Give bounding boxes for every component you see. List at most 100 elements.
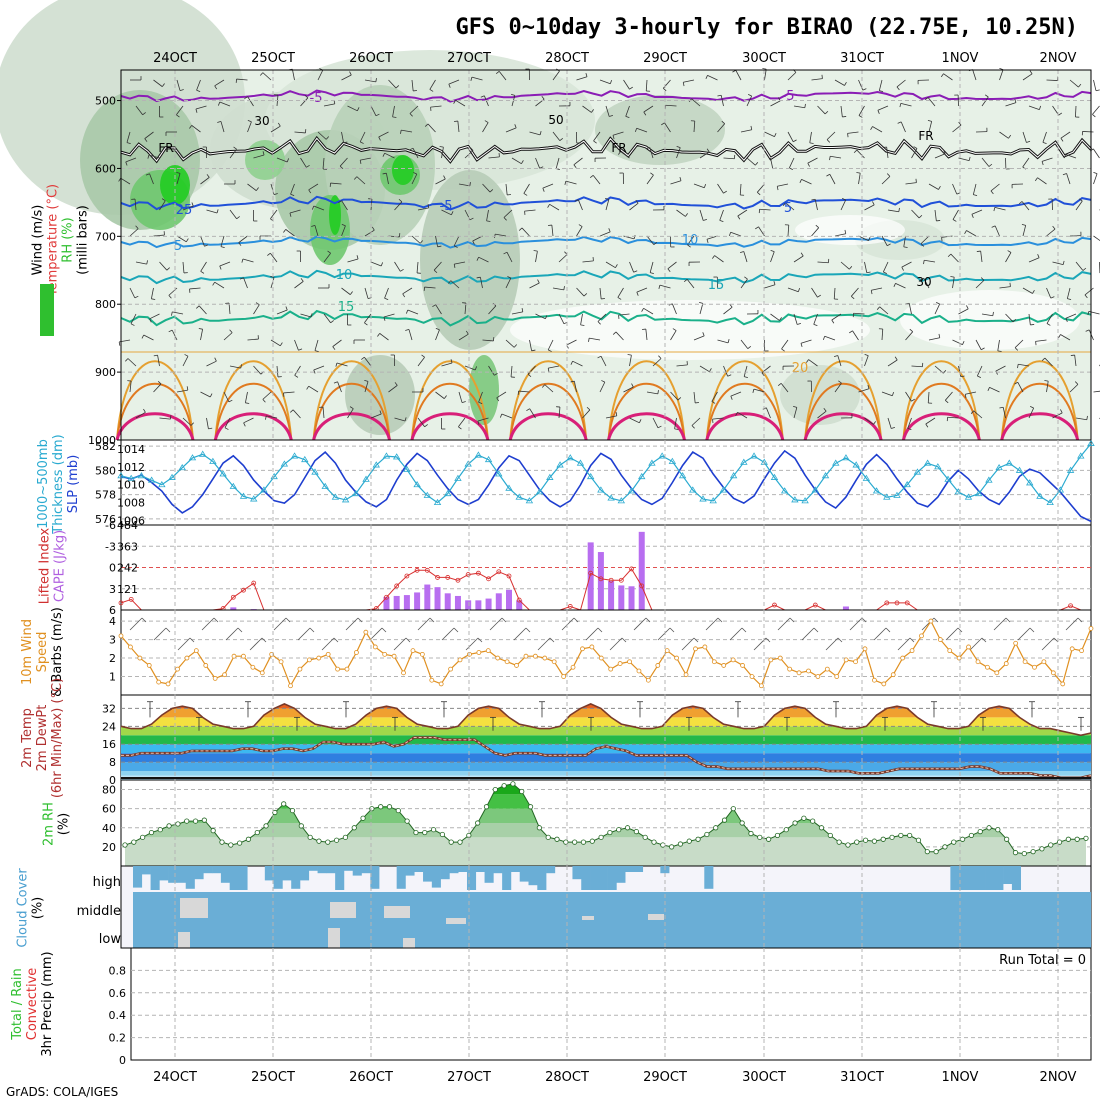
wind-barb xyxy=(176,389,188,393)
wind-barb-flag xyxy=(507,276,511,279)
wind-barb xyxy=(1041,157,1053,162)
wind10-marker xyxy=(966,644,971,650)
rh-marker xyxy=(748,830,754,837)
wind10-marker xyxy=(165,681,171,687)
wind-barb xyxy=(925,417,936,425)
bottom-date-label: 2NOV xyxy=(1040,1070,1077,1085)
cape-bar xyxy=(383,596,390,610)
wind-barb-flag xyxy=(781,348,785,352)
wind-barb xyxy=(1017,382,1024,393)
thickness-axis-label: SLP (mb) xyxy=(66,455,81,514)
wind-barb xyxy=(1021,201,1030,211)
wind-barb-flag xyxy=(618,151,621,155)
cloud-high-bar xyxy=(466,866,477,890)
wind-barb xyxy=(578,199,583,211)
wind-barb xyxy=(574,381,577,393)
wind-barb-flag xyxy=(676,145,681,149)
wind-barb-flag xyxy=(777,383,782,387)
wind-barb xyxy=(503,209,513,218)
wind-barb xyxy=(176,173,181,185)
rh-marker xyxy=(237,840,243,846)
cape-tick-label: 363 xyxy=(117,540,138,553)
cloud-high-bar xyxy=(625,866,635,872)
wind-barb xyxy=(901,261,912,268)
wind-barb xyxy=(994,225,1000,237)
wind-barb-flag xyxy=(1017,364,1019,369)
wind-barb xyxy=(662,79,671,89)
wind-barb xyxy=(1074,355,1077,367)
wind-barb xyxy=(928,121,933,133)
rh-marker xyxy=(836,839,842,845)
wind-barb xyxy=(813,313,818,325)
wind-barb xyxy=(511,157,522,165)
top-date-label: 24OCT xyxy=(153,51,197,66)
wind10-marker xyxy=(118,633,124,639)
wind-barb-flag xyxy=(371,226,375,231)
slp-marker xyxy=(821,472,830,479)
wind-barb-flag xyxy=(886,173,891,177)
temp-contour-label: 5 xyxy=(784,201,792,216)
wind-barb xyxy=(159,200,166,211)
rh-marker xyxy=(439,831,445,838)
wind10-barb xyxy=(849,617,863,631)
wind-barb-flag xyxy=(807,162,810,167)
wind10-marker xyxy=(871,677,877,683)
wind-barb-flag xyxy=(496,397,500,402)
rh-marker xyxy=(871,838,878,844)
cloud-gap xyxy=(328,928,340,948)
wind-barb xyxy=(1028,257,1040,263)
wind-barb xyxy=(341,287,351,295)
wind-barb-flag xyxy=(657,425,662,429)
wind-barb-flag xyxy=(703,184,707,188)
slp-marker xyxy=(985,476,993,483)
wind-barb-flag xyxy=(1063,154,1066,159)
wind-barb xyxy=(911,148,918,159)
wind-barb-flag xyxy=(439,146,444,148)
wind10-marker xyxy=(438,681,444,687)
wind-barb xyxy=(720,95,724,107)
wind-barb xyxy=(924,259,936,263)
wind-barb-flag xyxy=(1060,409,1063,414)
slp-marker xyxy=(505,484,513,491)
wind-barb xyxy=(1065,154,1077,159)
wind-barb-flag xyxy=(241,258,244,263)
wind-barb-flag xyxy=(484,120,489,123)
rh-marker xyxy=(448,839,454,845)
wind-barb xyxy=(523,183,530,194)
wind10-barb-flag xyxy=(1053,637,1059,643)
cape-bar xyxy=(393,595,400,610)
wind-barb xyxy=(200,329,203,341)
temp-contour-label: -5 xyxy=(782,89,795,104)
wind-barb-flag xyxy=(589,175,594,179)
wind-barb xyxy=(558,254,568,263)
wind10-barb-flag xyxy=(525,627,531,633)
li-marker xyxy=(475,570,481,576)
slp-marker xyxy=(495,470,503,477)
wind-barb xyxy=(858,235,869,242)
cloud-high-bar xyxy=(133,866,143,888)
temp-line xyxy=(120,703,1092,737)
rh-marker xyxy=(1039,846,1045,852)
wind-barb-flag xyxy=(977,375,982,378)
wind-barb-flag xyxy=(721,120,725,125)
wind-barb xyxy=(270,252,278,263)
temp-band xyxy=(121,717,1091,727)
wind-barb-flag xyxy=(465,330,469,335)
dewpoint-dash xyxy=(121,737,1092,779)
wind-barb xyxy=(770,251,775,263)
wind-barb-flag xyxy=(285,306,288,311)
wind-barb xyxy=(693,391,696,403)
wind-barb-flag xyxy=(395,85,400,89)
wind10-barb xyxy=(585,627,599,641)
rh-marker xyxy=(986,825,992,831)
slp-marker xyxy=(331,493,340,500)
wind-barb-flag xyxy=(968,156,971,161)
rh-marker xyxy=(369,806,375,812)
wind10-marker xyxy=(758,683,764,689)
wind-barb-flag xyxy=(270,275,275,278)
wind-barb xyxy=(717,183,724,194)
wind-barb-flag xyxy=(943,150,946,154)
footer-credit: GrADS: COLA/IGES xyxy=(6,1085,118,1099)
wind-barb-flag xyxy=(325,136,330,140)
wind-barb-flag xyxy=(304,94,309,99)
